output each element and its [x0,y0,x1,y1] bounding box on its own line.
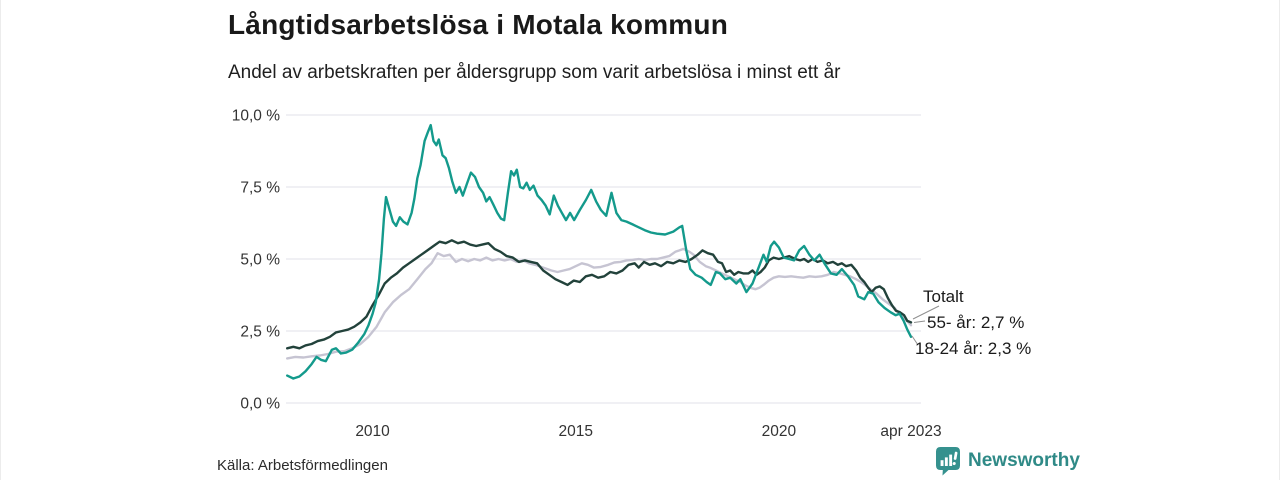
x-tick-label: 2015 [559,423,593,440]
y-tick-label: 5,0 % [240,252,280,269]
leader-line-0 [912,305,940,320]
end-label-totalt: Totalt [923,287,964,306]
y-tick-label: 7,5 % [240,180,280,197]
x-tick-label: 2010 [355,423,390,440]
x-tick-label: apr 2023 [880,423,941,440]
source-note: Källa: Arbetsförmedlingen [217,457,388,474]
end-label-18-24-ar: 18-24 år: 2,3 % [915,339,1032,358]
x-tick-label: 2020 [762,423,797,440]
newsworthy-logo-icon [936,447,960,476]
series-line-55-ar [286,247,913,360]
brand-name: Newsworthy [968,450,1080,471]
page-title: Långtidsarbetslösa i Motala kommun [228,9,728,40]
page-subtitle: Andel av arbetskraften per åldersgrupp s… [228,62,841,83]
end-label-55-ar: 55- år: 2,7 % [927,313,1025,332]
series-line-18-24-ar [286,123,913,380]
leader-line-1 [913,320,926,323]
brand-lockup: Newsworthy [935,446,1080,476]
y-tick-label: 2,5 % [240,324,280,341]
leader-line-2 [911,335,919,346]
y-tick-label: 10,0 % [232,108,280,125]
y-tick-label: 0,0 % [240,396,280,413]
series-line-totalt [286,239,913,350]
